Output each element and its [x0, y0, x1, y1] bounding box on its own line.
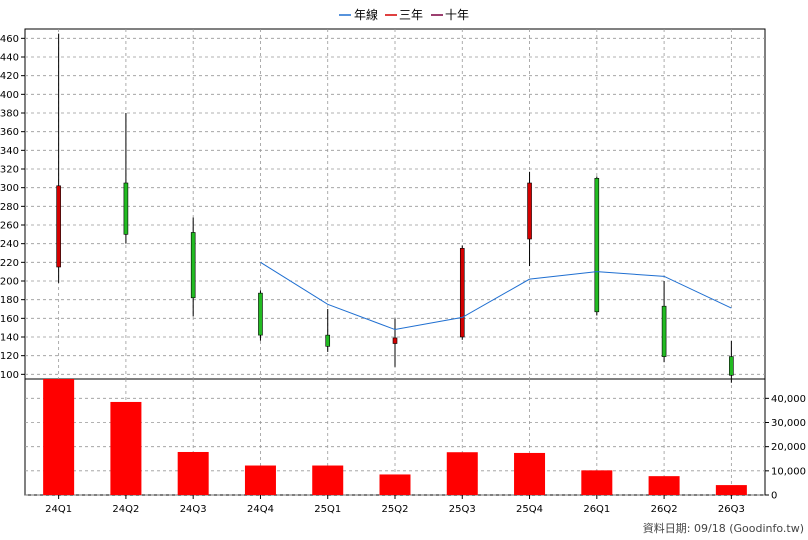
- price-y-axis: 100 120 140 160 180 200 220 240 260 280 300 320 340 3…: [0, 34, 25, 381]
- price-tick-label: 460: [0, 34, 19, 45]
- candle-body: [661, 305, 667, 357]
- candle-body: [56, 185, 61, 268]
- volume-bar: [581, 470, 613, 495]
- candle-body: [392, 337, 398, 344]
- legend-label-3y: 三年: [399, 8, 423, 22]
- footer-data-date: 資料日期: 09/18 (Goodinfo.tw): [643, 521, 804, 535]
- volume-bar: [648, 476, 680, 495]
- x-tick-label: 25Q1: [314, 504, 341, 515]
- x-tick-label: 26Q1: [583, 504, 610, 515]
- volume-tick-label: 30,000: [771, 418, 806, 429]
- candle-body: [258, 292, 263, 336]
- volume-bar: [379, 474, 411, 495]
- x-tick-label: 24Q2: [112, 504, 139, 515]
- candle-body: [459, 248, 465, 338]
- legend: 年線 三年 十年: [339, 7, 469, 22]
- volume-bar: [177, 451, 209, 495]
- price-tick-label: 440: [0, 53, 19, 64]
- volume-bar: [110, 401, 142, 495]
- x-tick-label: 25Q2: [382, 504, 409, 515]
- price-tick-label: 200: [0, 277, 19, 288]
- price-tick-label: 280: [0, 202, 19, 213]
- x-tick-label: 24Q4: [247, 504, 274, 515]
- x-tick-label: 25Q3: [449, 504, 476, 515]
- ma-polyline: [260, 261, 732, 331]
- candle-body: [123, 182, 129, 235]
- candle-body: [190, 232, 196, 299]
- price-tick-label: 180: [0, 295, 19, 306]
- x-tick-label: 24Q1: [45, 504, 72, 515]
- legend-label-ma: 年線: [354, 7, 378, 22]
- volume-tick-label: 20,000: [771, 442, 806, 453]
- price-tick-label: 420: [0, 71, 19, 82]
- volume-y-axis: 0 10,000 20,000 30,000 40,000: [765, 394, 806, 502]
- x-tick-label: 24Q3: [180, 504, 207, 515]
- volume-tick-label: 40,000: [771, 394, 806, 405]
- price-tick-label: 160: [0, 314, 19, 325]
- moving-average-line: [260, 261, 732, 331]
- price-tick-label: 300: [0, 183, 19, 194]
- x-tick-label: 26Q2: [651, 504, 678, 515]
- candle-body: [527, 182, 532, 240]
- volume-bar: [43, 379, 75, 495]
- candle-body: [325, 334, 331, 347]
- volume-bars: [43, 379, 747, 495]
- volume-bar: [312, 465, 344, 495]
- price-tick-label: 120: [0, 351, 19, 362]
- price-tick-label: 240: [0, 239, 19, 250]
- x-axis: 24Q1 24Q2 24Q3 24Q4 25Q1 25Q2 25Q3 25Q4 26Q1 26Q2…: [45, 495, 745, 515]
- x-tick-label: 25Q4: [516, 504, 543, 515]
- volume-bar: [446, 452, 478, 495]
- price-tick-label: 320: [0, 165, 19, 176]
- price-tick-label: 380: [0, 109, 19, 120]
- candles: [56, 33, 734, 383]
- candle-body: [729, 356, 734, 376]
- price-tick-label: 360: [0, 127, 19, 138]
- price-tick-label: 220: [0, 258, 19, 269]
- volume-tick-label: 10,000: [771, 466, 806, 477]
- volume-tick-label: 0: [771, 491, 777, 502]
- price-tick-label: 400: [0, 90, 19, 101]
- volume-bar: [244, 465, 276, 495]
- price-tick-label: 260: [0, 221, 19, 232]
- volume-bar: [514, 452, 546, 495]
- legend-label-10y: 十年: [445, 8, 469, 22]
- x-tick-label: 26Q3: [718, 504, 745, 515]
- price-tick-label: 100: [0, 370, 19, 381]
- volume-bar: [715, 485, 747, 495]
- candle-body: [594, 178, 600, 313]
- price-tick-label: 140: [0, 333, 19, 344]
- price-tick-label: 340: [0, 146, 19, 157]
